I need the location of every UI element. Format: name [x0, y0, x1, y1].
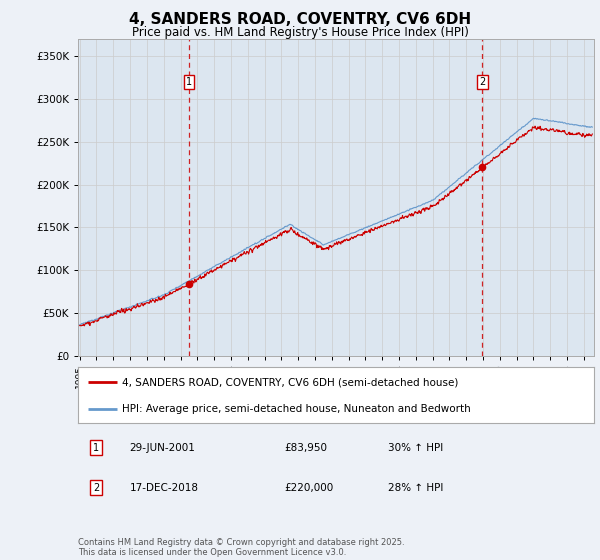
Text: 2: 2: [93, 483, 99, 493]
Text: HPI: Average price, semi-detached house, Nuneaton and Bedworth: HPI: Average price, semi-detached house,…: [122, 404, 470, 414]
Text: Price paid vs. HM Land Registry's House Price Index (HPI): Price paid vs. HM Land Registry's House …: [131, 26, 469, 39]
Text: Contains HM Land Registry data © Crown copyright and database right 2025.
This d: Contains HM Land Registry data © Crown c…: [78, 538, 404, 557]
Text: 2: 2: [479, 77, 485, 87]
Text: 30% ↑ HPI: 30% ↑ HPI: [388, 443, 443, 452]
Text: 4, SANDERS ROAD, COVENTRY, CV6 6DH (semi-detached house): 4, SANDERS ROAD, COVENTRY, CV6 6DH (semi…: [122, 377, 458, 388]
Text: 17-DEC-2018: 17-DEC-2018: [130, 483, 199, 493]
Text: £83,950: £83,950: [284, 443, 328, 452]
Text: 28% ↑ HPI: 28% ↑ HPI: [388, 483, 443, 493]
Text: 1: 1: [93, 443, 99, 452]
Text: 4, SANDERS ROAD, COVENTRY, CV6 6DH: 4, SANDERS ROAD, COVENTRY, CV6 6DH: [129, 12, 471, 27]
Text: 1: 1: [186, 77, 192, 87]
Text: 29-JUN-2001: 29-JUN-2001: [130, 443, 196, 452]
Text: £220,000: £220,000: [284, 483, 334, 493]
